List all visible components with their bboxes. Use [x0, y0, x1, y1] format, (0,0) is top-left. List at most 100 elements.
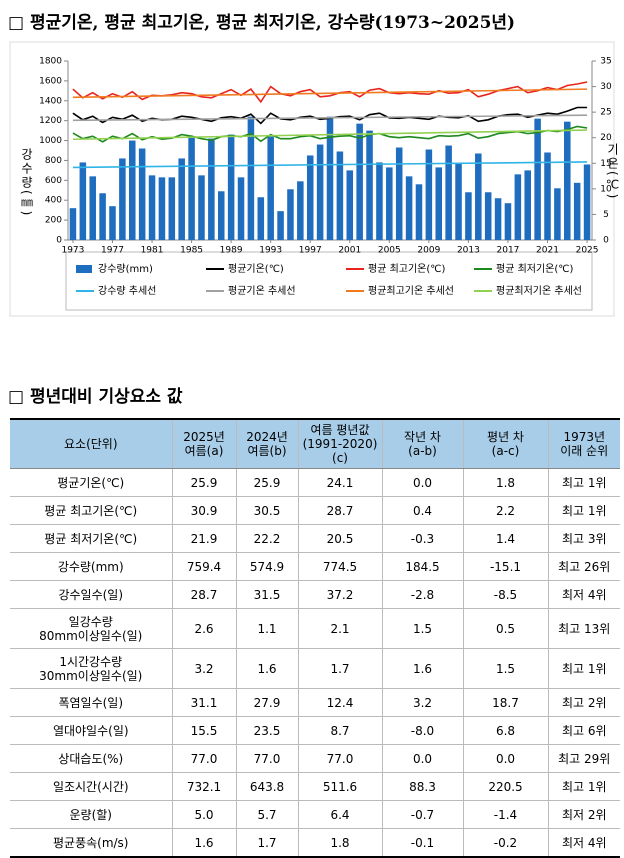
bar — [257, 197, 265, 240]
table-cell: -15.1 — [462, 552, 549, 581]
bar — [208, 138, 215, 240]
bar — [316, 144, 324, 240]
legend-swatch — [76, 265, 92, 273]
bar — [583, 164, 591, 240]
header-cell: 2025년 여름(a) — [171, 418, 237, 469]
table-cell: 3.2 — [381, 688, 464, 717]
y-tick-label: 400 — [45, 196, 62, 206]
table-cell: 18.7 — [462, 688, 549, 717]
bar — [326, 116, 334, 240]
bar — [405, 176, 413, 240]
table-cell: 최고 1위 — [547, 496, 620, 525]
table-cell: 88.3 — [381, 772, 464, 801]
table-row: 일조시간(시간) 732.1 643.8 511.6 88.3 220.5 최고 1위 — [10, 772, 620, 801]
table-cell: -8.0 — [381, 716, 464, 745]
table-cell: 일조시간(시간) — [10, 772, 173, 801]
bar — [554, 188, 561, 240]
table-cell: 20.5 — [297, 524, 383, 553]
y-tick-label: 800 — [45, 156, 62, 166]
bar — [395, 147, 403, 240]
header-cell: 여름 평년값 (1991-2020) (c) — [297, 418, 383, 469]
y2-tick-label: 25 — [600, 108, 611, 118]
bar — [564, 121, 571, 240]
table-cell: 30.5 — [235, 496, 299, 525]
table-cell: 최고 3위 — [547, 524, 620, 553]
table-cell: -8.5 — [462, 580, 549, 609]
header-cell: 요소(단위) — [10, 418, 173, 469]
table-cell: 511.6 — [297, 772, 383, 801]
bar — [475, 153, 482, 240]
table-row: 일강수량 80mm이상일수(일) 2.6 1.1 2.1 1.5 0.5 최고 13위 — [10, 608, 620, 649]
table-cell: 최저 2위 — [547, 800, 620, 829]
bar — [267, 136, 274, 240]
bar — [514, 174, 522, 240]
bar — [534, 118, 541, 240]
bar — [494, 198, 502, 240]
y-tick-label: 1600 — [39, 76, 62, 86]
table-cell: 0.4 — [381, 496, 464, 525]
bar — [198, 175, 205, 240]
table-row: 평균기온(℃) 25.9 25.9 24.1 0.0 1.8 최고 1위 — [10, 468, 620, 497]
bar — [524, 170, 531, 240]
trend-line — [72, 88, 588, 99]
table-cell: 25.9 — [171, 468, 237, 497]
heading: □ 평년대비 기상요소 값 — [8, 387, 183, 407]
bar — [425, 149, 433, 240]
x-tick-label: 1997 — [299, 246, 322, 256]
bar — [79, 162, 87, 240]
table-cell: 열대야일수(일) — [10, 716, 173, 745]
legend-label: 평균기온 추세선 — [228, 285, 296, 297]
table-cell: 220.5 — [462, 772, 549, 801]
y2-tick-label: 20 — [600, 133, 612, 143]
bar — [376, 162, 383, 240]
bar — [287, 189, 294, 240]
bar — [237, 177, 245, 240]
table-cell: 0.0 — [381, 744, 464, 773]
y-tick-label: 1200 — [39, 116, 62, 126]
table-cell: 1.8 — [462, 468, 549, 497]
table-cell: 1시간강수량 30mm이상일수(일) — [10, 648, 173, 689]
table-cell: 1.8 — [297, 828, 383, 858]
table-cell: -2.8 — [381, 580, 464, 609]
x-tick-label: 1993 — [259, 246, 282, 256]
y2-tick-label: 15 — [600, 159, 611, 169]
table-cell: 최고 29위 — [547, 744, 620, 773]
y-axis-label: 강수량(㎜) — [20, 148, 34, 218]
table-cell: 2.2 — [462, 496, 549, 525]
table-row: 상대습도(%) 77.0 77.0 77.0 0.0 0.0 최고 29위 — [10, 744, 620, 773]
table-cell: 평균풍속(m/s) — [10, 828, 173, 858]
table-cell: 15.5 — [171, 716, 237, 745]
x-tick-label: 1977 — [101, 246, 124, 256]
table-cell: 23.5 — [235, 716, 299, 745]
table-cell: 574.9 — [235, 552, 299, 581]
bar — [445, 145, 452, 240]
x-tick-label: 2025 — [576, 246, 599, 256]
table-cell: 평균 최저기온(℃) — [10, 524, 173, 553]
table-cell: 6.4 — [297, 800, 383, 829]
table-cell: 24.1 — [297, 468, 383, 497]
trend-line — [72, 114, 588, 122]
bar — [435, 167, 443, 240]
table-cell: 1.4 — [462, 524, 549, 553]
legend-label: 평균 최고기온(℃) — [368, 263, 446, 275]
table-cell: -1.4 — [462, 800, 549, 829]
table-cell: 2.1 — [297, 608, 383, 649]
table-cell: 12.4 — [297, 688, 383, 717]
table-cell: 1.7 — [235, 828, 299, 858]
table-cell: -0.2 — [462, 828, 549, 858]
bar — [138, 148, 146, 240]
table-cell: 31.1 — [171, 688, 237, 717]
table-cell: 최고 6위 — [547, 716, 620, 745]
header-cell: 1973년 이래 순위 — [547, 418, 620, 469]
bar — [386, 167, 393, 240]
line — [72, 81, 588, 104]
bar — [366, 130, 373, 240]
x-tick-label: 2013 — [457, 246, 480, 256]
legend-label: 평균기온(℃) — [228, 263, 284, 275]
bar — [89, 176, 96, 240]
header-row: 요소(단위) 2025년 여름(a) 2024년 여름(b) 여름 평년값 (1991… — [10, 418, 620, 469]
table-cell: 최고 2위 — [547, 688, 620, 717]
header-cell: 2024년 여름(b) — [235, 418, 299, 469]
table-cell: -0.3 — [381, 524, 464, 553]
table-cell: 30.9 — [171, 496, 237, 525]
